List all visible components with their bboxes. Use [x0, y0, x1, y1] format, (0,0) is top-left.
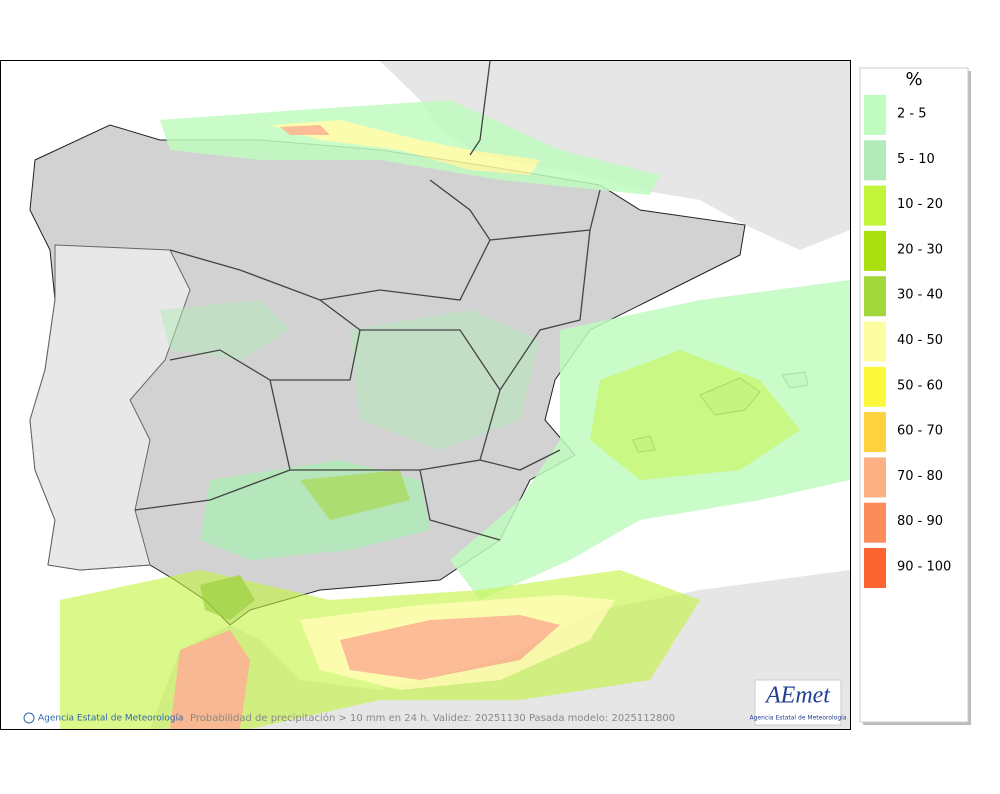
legend-label: 2 - 5 [897, 107, 927, 122]
legend-label: 40 - 50 [897, 333, 943, 348]
legend-label: 70 - 80 [897, 469, 943, 484]
france [380, 61, 850, 250]
legend-label: 90 - 100 [897, 560, 951, 575]
copyright-icon [23, 712, 35, 724]
legend-swatch [864, 321, 886, 362]
logo-box [754, 679, 842, 726]
logo-subtitle: Agencia Estatal de Meteorología [750, 715, 847, 722]
region-borders [134, 61, 601, 541]
legend-title: % [905, 69, 922, 90]
legend-swatch [864, 276, 886, 317]
legend-swatch [864, 412, 886, 453]
logo-name: AEmet [764, 683, 831, 709]
legend-swatch [864, 502, 886, 543]
caption: Probabilidad de precipitación > 10 mm en… [190, 712, 675, 724]
legend-label: 20 - 30 [897, 242, 943, 257]
legend-swatch [864, 95, 886, 135]
legend-swatch [864, 230, 886, 271]
legend-swatch [864, 548, 886, 588]
legend-items: 2 - 5 5 - 10 10 - 20 20 - 30 30 - 40 40 - 50 5… [864, 95, 951, 588]
legend-swatch [864, 140, 886, 181]
legend-swatch [864, 366, 886, 407]
legend-label: 30 - 40 [897, 288, 943, 303]
legend-swatch [864, 457, 886, 498]
map-frame [0, 60, 851, 730]
legend-label: 10 - 20 [897, 197, 943, 212]
legend-label: 80 - 90 [897, 514, 943, 529]
legend-label: 5 - 10 [897, 152, 935, 167]
agency-credit: Agencia Estatal de Meteorología [38, 714, 184, 724]
legend-swatch [864, 185, 886, 226]
legend-label: 50 - 60 [897, 378, 943, 393]
map [1, 61, 850, 729]
legend-label: 60 - 70 [897, 424, 943, 439]
